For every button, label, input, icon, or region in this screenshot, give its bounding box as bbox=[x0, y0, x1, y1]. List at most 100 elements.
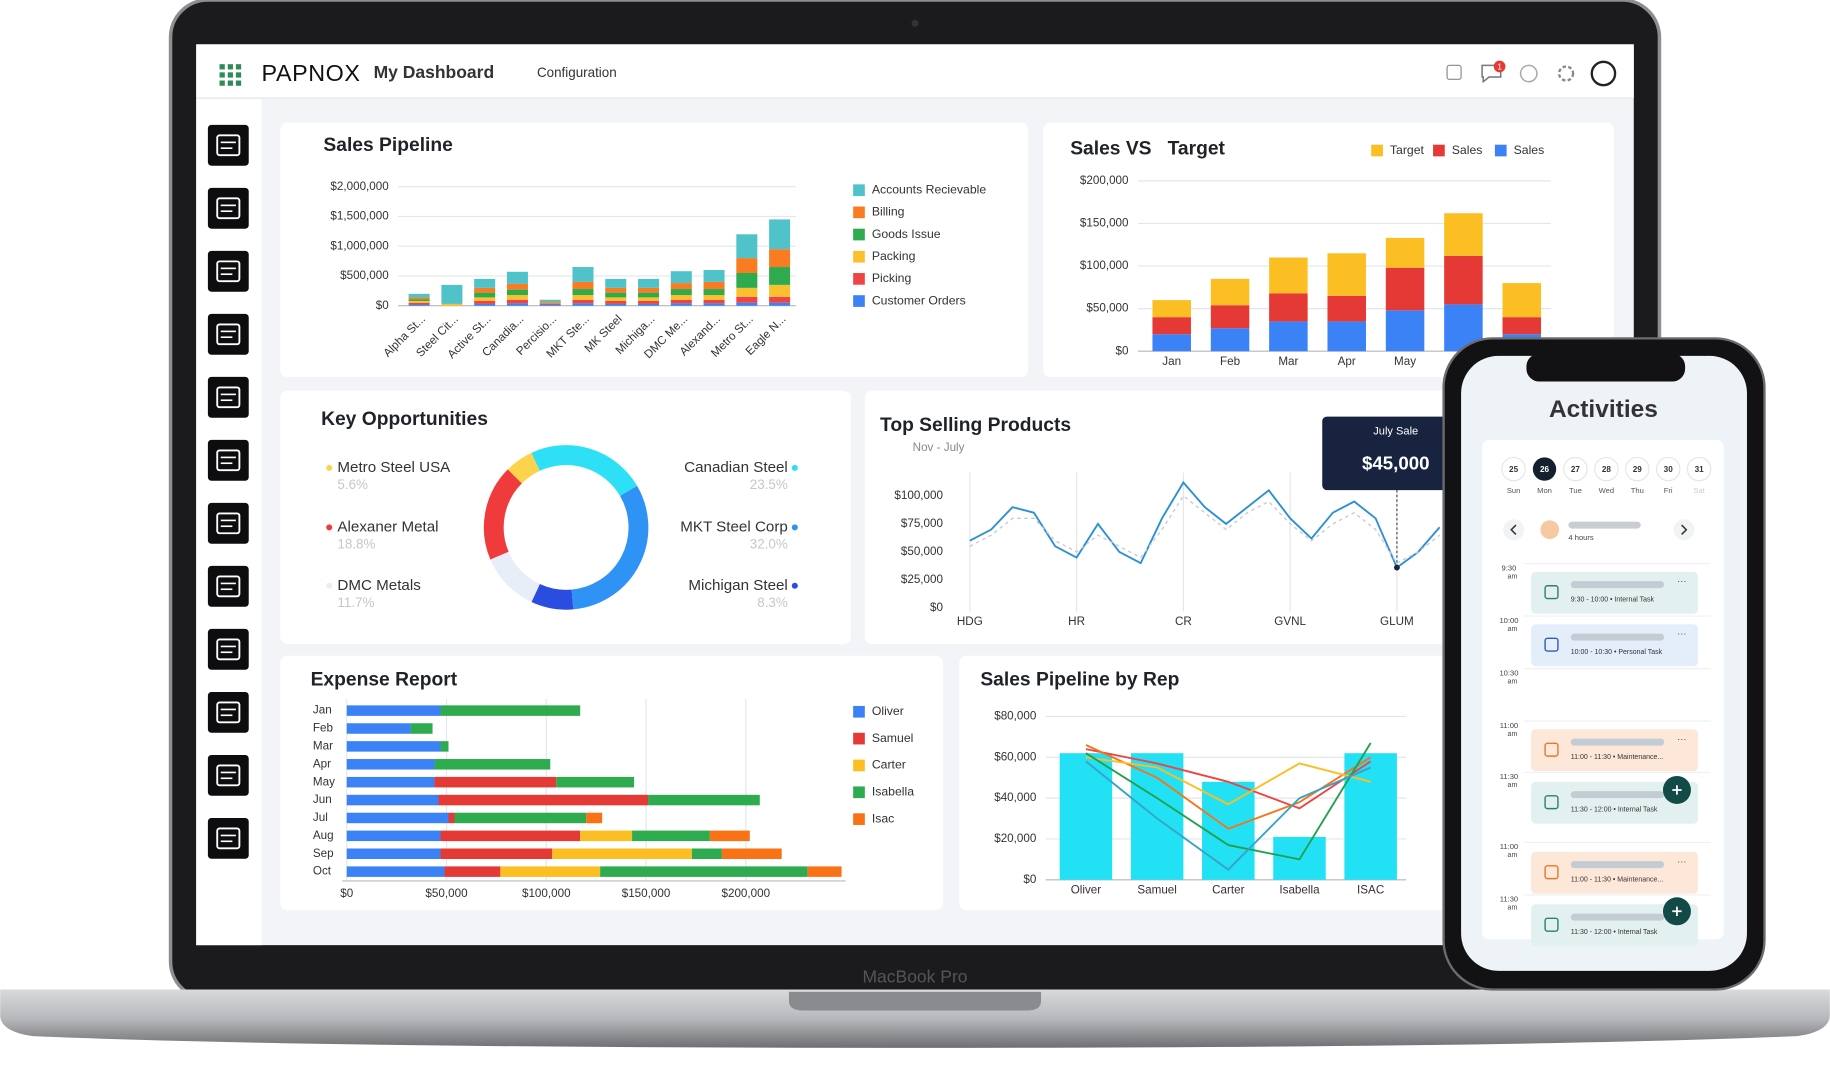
time-period: am bbox=[1508, 573, 1518, 580]
sidebar-button[interactable] bbox=[207, 250, 249, 292]
day-number: 28 bbox=[1602, 465, 1612, 474]
phone-notch bbox=[1526, 353, 1686, 382]
day-pill[interactable] bbox=[1501, 456, 1526, 482]
bar-segment bbox=[807, 866, 842, 877]
series-line bbox=[1085, 742, 1372, 861]
legend-label: Sales bbox=[1452, 143, 1483, 157]
legend-swatch bbox=[853, 759, 865, 772]
bar-segment bbox=[703, 270, 725, 282]
bar-segment bbox=[1327, 253, 1366, 296]
x-tick-label: Apr bbox=[1338, 355, 1356, 368]
bar-segment bbox=[474, 303, 496, 306]
y-tick-label: Oct bbox=[313, 865, 332, 878]
sidebar-button[interactable] bbox=[207, 817, 249, 859]
menu-configuration[interactable]: Configuration bbox=[537, 65, 617, 80]
sidebar-glyph bbox=[216, 827, 241, 850]
sidebar-button[interactable] bbox=[207, 124, 249, 166]
day-pill[interactable] bbox=[1532, 457, 1557, 481]
day-pill[interactable] bbox=[1625, 456, 1650, 482]
bar-segment bbox=[410, 723, 433, 734]
bar-segment bbox=[638, 300, 660, 304]
bar-segment bbox=[1502, 283, 1542, 318]
task-card[interactable] bbox=[1531, 571, 1698, 614]
bar-segment bbox=[434, 776, 557, 788]
translate-icon[interactable] bbox=[1446, 64, 1462, 80]
x-tick-label: HDG bbox=[957, 615, 983, 628]
bar-segment bbox=[474, 292, 496, 298]
sidebar-button[interactable] bbox=[207, 691, 249, 733]
bar-segment bbox=[346, 830, 441, 842]
task-card[interactable] bbox=[1531, 624, 1698, 667]
task-card[interactable] bbox=[1531, 729, 1698, 772]
tooltip bbox=[1322, 416, 1451, 491]
bar-segment bbox=[605, 303, 627, 306]
bar-segment bbox=[506, 283, 528, 290]
next-button[interactable] bbox=[1673, 519, 1695, 541]
bar-segment bbox=[769, 284, 791, 297]
chart-title: Expense Report bbox=[311, 669, 458, 690]
sidebar-glyph bbox=[216, 134, 241, 157]
settings-icon[interactable] bbox=[1557, 65, 1575, 82]
sidebar-glyph bbox=[216, 512, 241, 535]
sidebar-button[interactable] bbox=[207, 628, 249, 670]
app-grid-icon[interactable] bbox=[219, 64, 242, 86]
y-tick-label: $500,000 bbox=[340, 269, 389, 282]
y-tick-label: $100,000 bbox=[1080, 259, 1129, 272]
day-pill[interactable] bbox=[1655, 456, 1681, 482]
task-detail: 11:30 - 12:00 • Internal Task bbox=[1571, 807, 1658, 814]
y-tick-label: $150,000 bbox=[1080, 217, 1129, 230]
prev-button[interactable] bbox=[1503, 519, 1525, 541]
bar-segment bbox=[1152, 317, 1191, 335]
app-dot bbox=[235, 80, 242, 86]
x-tick-label: Feb bbox=[1220, 355, 1240, 368]
bar-segment bbox=[703, 289, 725, 296]
avatar[interactable] bbox=[1590, 60, 1617, 87]
y-tick-label: Jun bbox=[313, 793, 332, 806]
bar-segment bbox=[440, 741, 449, 752]
legend-label: Metro Steel USA bbox=[337, 459, 451, 476]
panel bbox=[280, 390, 851, 645]
bar-segment bbox=[605, 287, 627, 293]
x-tick-label: $0 bbox=[340, 887, 353, 900]
day-pill[interactable] bbox=[1594, 456, 1619, 482]
sidebar-button[interactable] bbox=[207, 502, 249, 544]
x-tick-label: $200,000 bbox=[721, 887, 770, 900]
legend-label: Picking bbox=[872, 271, 912, 285]
legend-label: Packing bbox=[872, 249, 916, 263]
legend-label: Samuel bbox=[872, 731, 914, 745]
bar-segment bbox=[539, 299, 561, 302]
notification-badge bbox=[1493, 60, 1506, 73]
bar-segment bbox=[1385, 267, 1425, 311]
legend-label: Isabella bbox=[872, 785, 914, 799]
sidebar-button[interactable] bbox=[207, 376, 249, 418]
bar-segment bbox=[703, 299, 725, 304]
day-name: Tue bbox=[1569, 486, 1582, 495]
bar-segment bbox=[638, 297, 660, 301]
sidebar-button[interactable] bbox=[207, 754, 249, 796]
donut-segment bbox=[531, 583, 574, 610]
donut-segment bbox=[507, 452, 541, 484]
y-tick-label: $25,000 bbox=[901, 573, 944, 586]
time-label: 11:00 bbox=[1500, 842, 1518, 851]
sidebar-button[interactable] bbox=[207, 565, 249, 607]
bar-segment bbox=[506, 271, 528, 284]
bar-segment bbox=[539, 304, 561, 306]
clock-icon[interactable] bbox=[1519, 64, 1538, 83]
y-tick-label: $0 bbox=[376, 299, 389, 312]
bar-segment bbox=[539, 302, 561, 304]
sidebar-button[interactable] bbox=[207, 439, 249, 481]
sidebar-button[interactable] bbox=[207, 313, 249, 355]
chart-title: Key Opportunities bbox=[321, 409, 488, 430]
blurred-task-name bbox=[1570, 913, 1665, 921]
tooltip-value: $45,000 bbox=[1362, 452, 1429, 473]
bar-segment bbox=[1502, 317, 1542, 335]
bar-segment bbox=[1385, 310, 1425, 352]
day-pill[interactable] bbox=[1686, 456, 1712, 482]
day-pill[interactable] bbox=[1563, 456, 1588, 482]
phone: Activities 4 hours 25 Sun 26 Mon 27 Tue 28 Wed 2… bbox=[1442, 337, 1766, 991]
time-period: am bbox=[1508, 852, 1518, 859]
sidebar-button[interactable] bbox=[207, 187, 249, 229]
day-number: 26 bbox=[1540, 465, 1550, 474]
task-card[interactable] bbox=[1531, 851, 1698, 894]
bar-segment bbox=[769, 219, 791, 250]
